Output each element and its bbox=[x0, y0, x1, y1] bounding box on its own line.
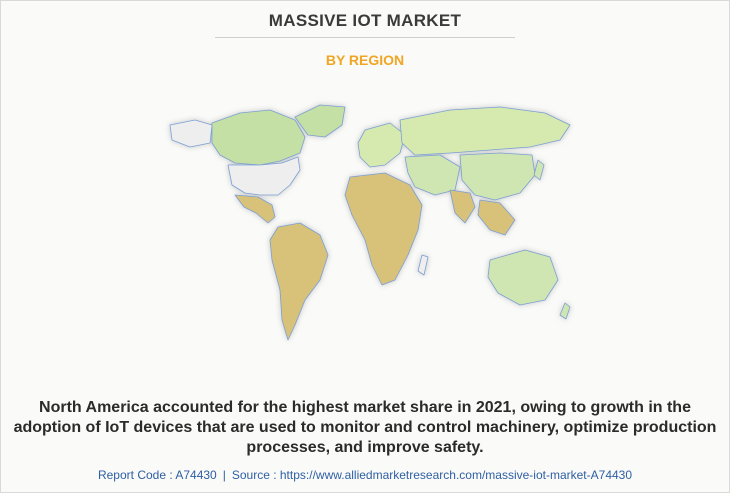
title-divider bbox=[215, 37, 515, 38]
region-alaska bbox=[169, 119, 213, 148]
region-africa bbox=[344, 172, 423, 286]
source-footer: Report Code : A74430 | Source : https://ww… bbox=[0, 468, 730, 482]
region-madagascar bbox=[417, 254, 429, 276]
region-new-zealand bbox=[559, 302, 571, 320]
region-east-asia bbox=[459, 152, 536, 201]
footer-separator: | bbox=[222, 468, 226, 482]
region-greenland bbox=[294, 104, 346, 138]
region-russia bbox=[399, 106, 571, 156]
region-australia bbox=[487, 249, 559, 306]
summary-caption: North America accounted for the highest … bbox=[13, 399, 717, 456]
source-link[interactable]: Source : https://www.alliedmarketresearc… bbox=[231, 468, 633, 482]
region-canada bbox=[211, 109, 306, 166]
region-europe bbox=[357, 122, 406, 168]
page-subtitle: BY REGION bbox=[325, 52, 405, 68]
region-middle-east bbox=[404, 154, 461, 196]
report-code: Report Code : A74430 bbox=[97, 468, 217, 482]
region-southeast-asia bbox=[477, 199, 516, 236]
page-title: MASSIVE IOT MARKET bbox=[268, 11, 462, 30]
region-japan bbox=[533, 159, 545, 181]
world-map bbox=[169, 104, 571, 341]
region-usa bbox=[227, 156, 301, 196]
region-south-america bbox=[269, 222, 329, 341]
region-india bbox=[449, 189, 476, 224]
region-mexico bbox=[234, 194, 276, 224]
